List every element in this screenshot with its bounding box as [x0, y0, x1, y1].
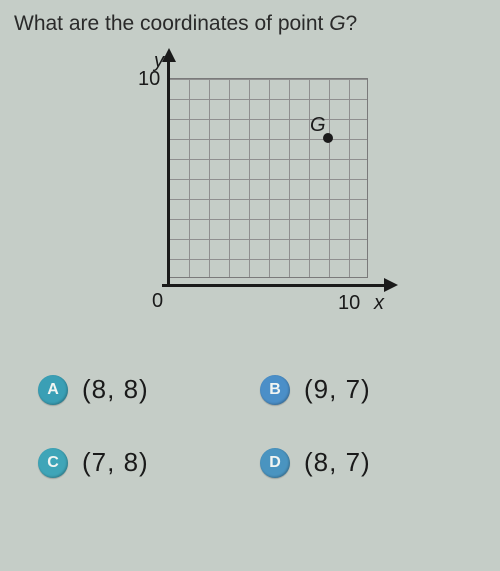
- question-prefix: What are the coordinates of point: [14, 12, 329, 35]
- x-axis-arrow-icon: [384, 278, 398, 292]
- option-b-text: (9, 7): [304, 374, 371, 405]
- option-d-text: (8, 7): [304, 447, 371, 478]
- option-c-badge: C: [38, 448, 68, 478]
- y-axis-arrow-icon: [162, 48, 176, 62]
- x-axis-label: x: [374, 292, 384, 315]
- x-max-tick: 10: [338, 292, 360, 315]
- chart-container: y 10 0 10 x G: [8, 54, 492, 334]
- option-b-badge: B: [260, 375, 290, 405]
- answer-options: A (8, 8) B (9, 7) C (7, 8) D (8, 7): [8, 374, 492, 478]
- option-a-text: (8, 8): [82, 374, 149, 405]
- y-max-tick: 10: [138, 68, 160, 91]
- option-b[interactable]: B (9, 7): [260, 374, 462, 405]
- point-g-label: G: [310, 114, 326, 137]
- question-point: G: [329, 12, 345, 35]
- y-axis: [167, 54, 170, 286]
- option-a-badge: A: [38, 375, 68, 405]
- option-d[interactable]: D (8, 7): [260, 447, 462, 478]
- option-a[interactable]: A (8, 8): [38, 374, 240, 405]
- option-c[interactable]: C (7, 8): [38, 447, 240, 478]
- question-suffix: ?: [346, 12, 358, 35]
- coordinate-chart: y 10 0 10 x G: [100, 54, 400, 334]
- option-d-badge: D: [260, 448, 290, 478]
- point-g-dot: [323, 133, 333, 143]
- option-c-text: (7, 8): [82, 447, 149, 478]
- question-text: What are the coordinates of point G?: [8, 12, 492, 36]
- chart-grid: [168, 78, 368, 278]
- origin-label: 0: [152, 290, 163, 313]
- x-axis: [162, 284, 388, 287]
